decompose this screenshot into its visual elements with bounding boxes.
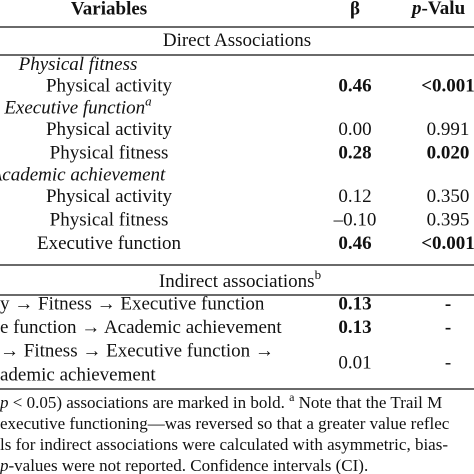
group-name-text: Executive function <box>3 98 145 119</box>
footnote-part: Note that the Trail M <box>294 393 442 412</box>
p-cell: - <box>445 317 451 338</box>
beta-cell: 0.28 <box>338 142 371 163</box>
beta-cell: 0.46 <box>338 75 371 96</box>
beta-cell: 0.13 <box>338 293 371 314</box>
row-label: e function → Academic achievement <box>0 317 282 338</box>
footnote: p-values were not reported. Confidence i… <box>0 456 368 474</box>
beta-cell: 0.01 <box>338 352 371 373</box>
header-beta: β <box>350 0 360 19</box>
p-cell: <0.001 <box>421 75 474 96</box>
header-variables: Variables <box>71 0 147 19</box>
section-title-text: Indirect associations <box>159 271 315 292</box>
footnote: executive functioning—was reversed so th… <box>0 414 450 433</box>
header-p: p-Valu <box>410 0 466 19</box>
p-cell: 0.991 <box>427 119 470 140</box>
footnote-part: ls for indirect associations were calcul… <box>0 435 448 454</box>
p-cell: - <box>445 352 451 373</box>
superscript: b <box>315 267 322 282</box>
p-cell: 0.020 <box>427 142 470 163</box>
section-title: Indirect associationsb <box>159 267 321 292</box>
p-cell: 0.350 <box>427 186 470 207</box>
footnote: ls for indirect associations were calcul… <box>0 435 448 454</box>
row-label: Executive function <box>37 233 182 254</box>
beta-cell: 0.13 <box>338 317 371 338</box>
row-label: Physical activity <box>46 75 173 96</box>
row-label: Physical activity <box>46 186 173 207</box>
footnote-part: -values were not reported. Confidence in… <box>9 456 369 474</box>
header-p-italic: p <box>410 0 422 19</box>
section-title: Direct Associations <box>163 30 311 51</box>
footnote-part: < 0.05) associations are marked in bold. <box>9 393 290 412</box>
header-p-rest: -Valu <box>422 0 466 19</box>
p-cell: - <box>445 293 451 314</box>
footnote-part: p <box>0 393 9 412</box>
beta-cell: –0.10 <box>333 209 377 230</box>
row-label: ademic achievement <box>0 364 156 385</box>
p-cell: 0.395 <box>427 209 470 230</box>
row-label: Physical activity <box>46 119 173 140</box>
row-label: Physical fitness <box>50 209 169 230</box>
group-name: Academic achievement <box>0 165 166 186</box>
beta-cell: 0.00 <box>338 119 371 140</box>
group-name-text: Physical fitness <box>18 54 138 75</box>
footnote-superscript: a <box>289 390 295 404</box>
footnote-part: p <box>0 456 9 474</box>
group-name: Executive functiona <box>3 93 152 118</box>
row-label: → Fitness → Executive function → <box>0 340 274 361</box>
row-label: Physical fitness <box>50 142 169 163</box>
group-name: Physical fitness <box>18 54 138 75</box>
footnote: p < 0.05) associations are marked in bol… <box>0 390 442 412</box>
beta-cell: 0.12 <box>338 186 371 207</box>
row-label: y → Fitness → Executive function <box>0 293 265 314</box>
group-name-text: Academic achievement <box>0 165 166 186</box>
beta-cell: 0.46 <box>338 233 371 254</box>
section-title-text: Direct Associations <box>163 30 311 51</box>
footnote-part: executive functioning—was reversed so th… <box>0 414 450 433</box>
superscript: a <box>145 93 152 108</box>
p-cell: <0.001 <box>421 233 474 254</box>
